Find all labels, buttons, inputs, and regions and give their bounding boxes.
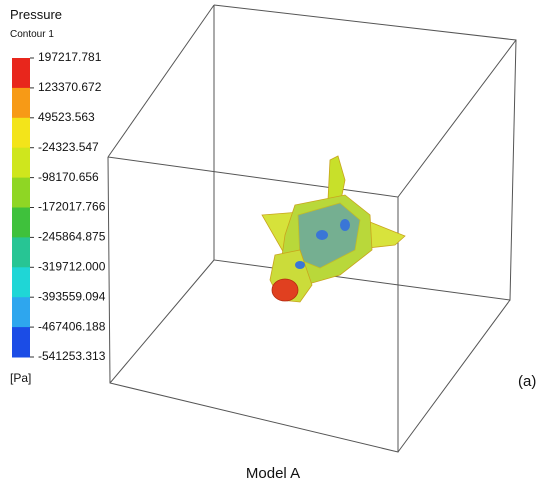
colorbar-label: -245864.875 xyxy=(38,230,106,244)
colorbar-band xyxy=(12,118,30,148)
colorbar-label: 49523.563 xyxy=(38,110,95,124)
colorbar-band xyxy=(12,148,30,178)
screenshot: Pressure Contour 1 [Pa] (a) Model A 1972… xyxy=(0,0,546,488)
legend-subtitle: Contour 1 xyxy=(10,29,54,40)
colorbar-band xyxy=(12,327,30,357)
legend-title: Pressure xyxy=(10,7,62,22)
colorbar-label: -467406.188 xyxy=(38,319,106,333)
colorbar-label: -393559.094 xyxy=(38,289,106,303)
colorbar-label: 197217.781 xyxy=(38,50,102,64)
colorbar-band xyxy=(12,267,30,297)
colorbar-band xyxy=(12,88,30,118)
colorbar-band xyxy=(12,297,30,327)
colorbar-band xyxy=(12,208,30,238)
colorbar-label: -319712.000 xyxy=(38,259,106,273)
shuttle-model xyxy=(262,156,405,302)
colorbar-band xyxy=(12,178,30,208)
colorbar-label: -24323.547 xyxy=(38,140,99,154)
colorbar-label: -541253.313 xyxy=(38,349,106,363)
caption: Model A xyxy=(246,465,300,482)
colorbar-label: 123370.672 xyxy=(38,80,102,94)
colorbar-band xyxy=(12,58,30,88)
colorbar-label: -172017.766 xyxy=(38,200,106,214)
legend-unit: [Pa] xyxy=(10,371,31,385)
colorbar-band xyxy=(12,237,30,267)
panel-label: (a) xyxy=(518,373,536,390)
colorbar-label: -98170.656 xyxy=(38,170,99,184)
